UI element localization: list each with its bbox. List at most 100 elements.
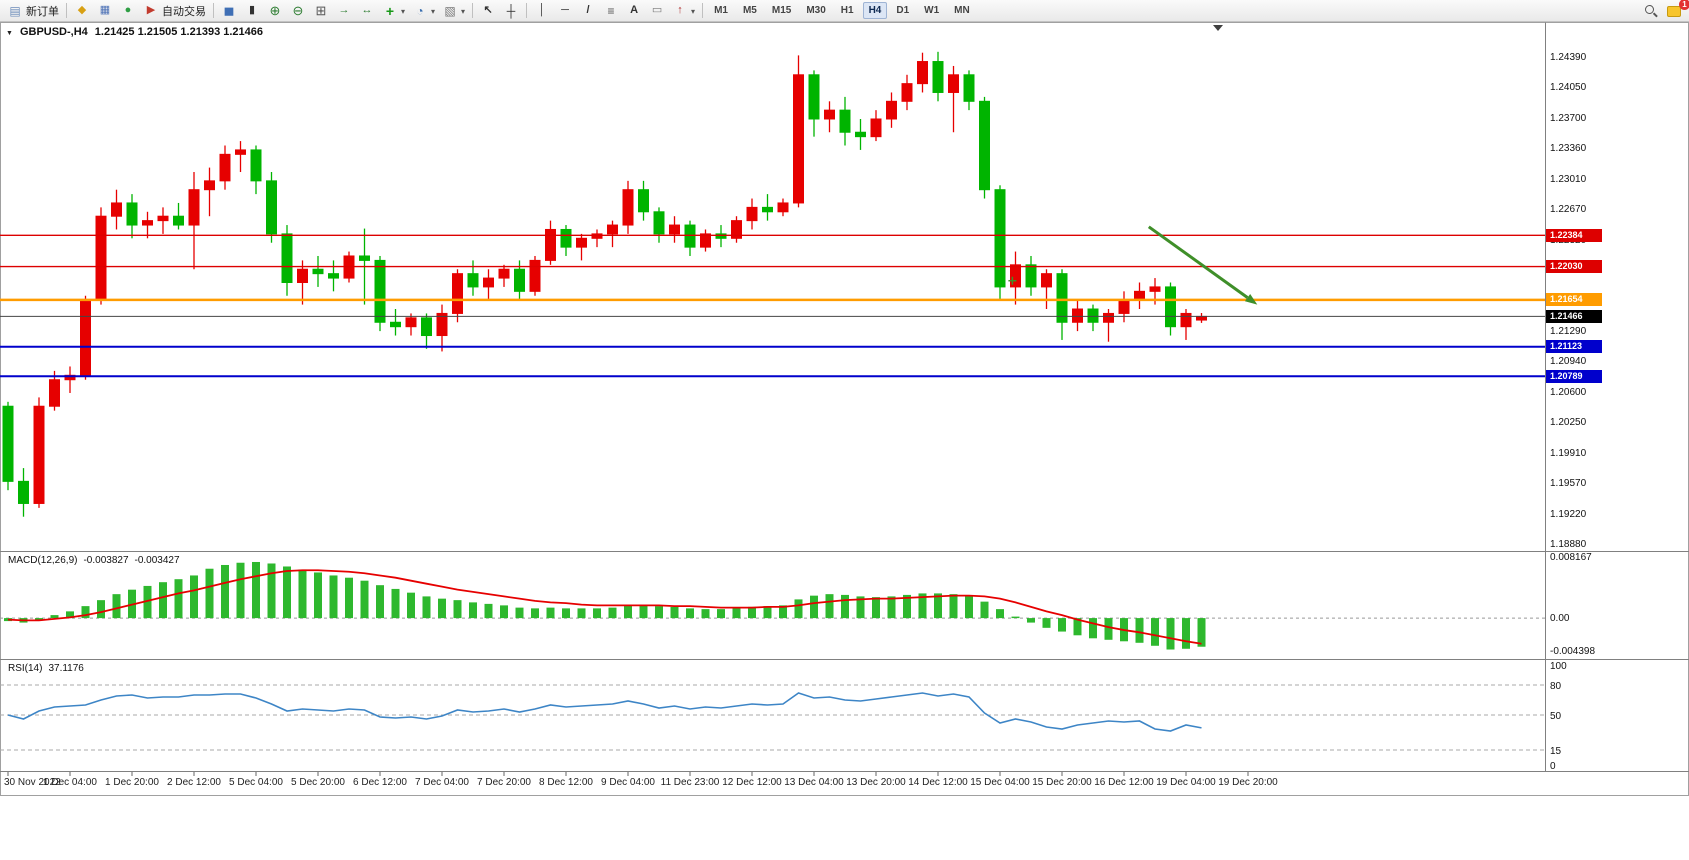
profiles-icon: [74, 4, 90, 18]
data-window-button[interactable]: [94, 3, 116, 19]
macd-bar: [252, 561, 260, 619]
label-icon: [649, 4, 665, 18]
macd-bar: [562, 608, 570, 619]
search-icon: [1643, 4, 1659, 18]
macd-bar: [1058, 618, 1066, 632]
timeframe-mn-button[interactable]: MN: [954, 5, 970, 16]
rsi-pane: [0, 684, 1545, 751]
macd-bar: [1151, 618, 1159, 646]
autotrading-button[interactable]: 自动交易: [140, 2, 209, 20]
zoom-in-button[interactable]: [264, 3, 286, 19]
macd-bar: [531, 608, 539, 619]
templates-button[interactable]: [439, 3, 468, 19]
macd-bar: [841, 594, 849, 619]
autotrading-label: 自动交易: [162, 5, 206, 18]
data-window-icon: [97, 4, 113, 18]
navigator-button[interactable]: [117, 3, 139, 19]
chart-frame: [0, 22, 1689, 796]
dropdown-caret-icon[interactable]: [461, 5, 465, 17]
auto-scroll-button[interactable]: [333, 3, 355, 19]
macd-pane: [0, 561, 1545, 650]
macd-bar: [1197, 618, 1206, 647]
macd-bar: [1027, 618, 1035, 623]
macd-bar: [732, 608, 741, 619]
chart-shift-marker[interactable]: [1213, 25, 1223, 31]
timeframe-d1-button[interactable]: D1: [896, 5, 910, 16]
new-chart-icon: [382, 4, 398, 18]
timeframe-w1-button[interactable]: W1: [924, 5, 940, 16]
timeframe-m30-button[interactable]: M30: [806, 5, 826, 16]
new-chart-button[interactable]: [379, 3, 408, 19]
macd-bar: [903, 594, 911, 619]
macd-name: MACD(12,26,9): [8, 555, 78, 566]
trend-arrow[interactable]: [1147, 225, 1258, 305]
pane-splitter[interactable]: [0, 657, 1689, 662]
pane-splitter[interactable]: [0, 549, 1689, 554]
crosshair-button[interactable]: [500, 3, 522, 19]
macd-bar: [624, 605, 632, 619]
macd-bar: [391, 588, 400, 619]
macd-bar: [1135, 618, 1144, 643]
notifications-button[interactable]: 1: [1663, 0, 1689, 19]
macd-bar: [360, 580, 369, 619]
tile-windows-icon: [313, 4, 329, 18]
arrows-button[interactable]: [669, 3, 698, 19]
trendline-button[interactable]: [577, 3, 599, 19]
macd-bar: [546, 607, 555, 619]
macd-bar: [35, 618, 43, 620]
horizontal-line-button[interactable]: [554, 3, 576, 19]
profiles-button[interactable]: [71, 3, 93, 19]
dropdown-caret-icon[interactable]: [401, 5, 405, 17]
cursor-button[interactable]: [477, 3, 499, 19]
fibonacci-button[interactable]: [600, 3, 622, 19]
new-order-button[interactable]: 新订单: [4, 2, 62, 20]
toolbar-separator: [66, 3, 67, 18]
macd-bar: [407, 592, 415, 619]
symbol-dropdown-icon[interactable]: [6, 26, 13, 38]
cursor-icon: [480, 4, 496, 18]
macd-bar: [996, 609, 1004, 619]
dropdown-caret-icon[interactable]: [431, 5, 435, 17]
periods-button[interactable]: [409, 3, 438, 19]
macd-bar: [980, 601, 989, 619]
auto-scroll-icon: [336, 4, 352, 18]
timeframe-m5-button[interactable]: M5: [742, 5, 757, 16]
dropdown-caret-icon[interactable]: [691, 5, 695, 17]
candle-chart-button[interactable]: [241, 3, 263, 19]
macd-bar: [949, 594, 958, 619]
vertical-line-button[interactable]: [531, 3, 553, 19]
ohlc-values: 1.21425 1.21505 1.21393 1.21466: [94, 26, 263, 38]
macd-bar: [717, 609, 725, 619]
macd-bar: [1166, 618, 1175, 650]
periods-icon: [412, 4, 428, 18]
search-button[interactable]: [1640, 3, 1662, 19]
timeframe-h1-button[interactable]: H1: [840, 5, 854, 16]
text-label-button[interactable]: [646, 3, 668, 19]
macd-bar: [670, 606, 679, 619]
chart-shift-button[interactable]: [356, 3, 378, 19]
bar-chart-button[interactable]: [218, 3, 240, 19]
new-order-icon: [7, 4, 23, 18]
macd-bar: [1042, 618, 1051, 628]
macd-bar: [1182, 618, 1190, 649]
macd-bar: [810, 595, 818, 619]
text-icon: [626, 4, 642, 18]
macd-bar: [1089, 618, 1097, 639]
timeframe-m1-button[interactable]: M1: [714, 5, 728, 16]
timeframe-h4-button[interactable]: H4: [862, 2, 888, 19]
macd-bar: [329, 575, 338, 619]
bar-chart-icon: [221, 4, 237, 18]
timeframe-m15-button[interactable]: M15: [771, 5, 792, 16]
text-button[interactable]: [623, 3, 645, 19]
autotrading-icon: [143, 4, 159, 18]
macd-bar: [577, 608, 586, 619]
macd-bar: [97, 600, 105, 619]
macd-bar: [655, 606, 663, 619]
symbol-label: GBPUSD-,H4: [19, 26, 88, 38]
tile-windows-button[interactable]: [310, 3, 332, 19]
zoom-out-button[interactable]: [287, 3, 309, 19]
macd-bar: [763, 606, 772, 619]
macd-bar: [159, 582, 167, 619]
